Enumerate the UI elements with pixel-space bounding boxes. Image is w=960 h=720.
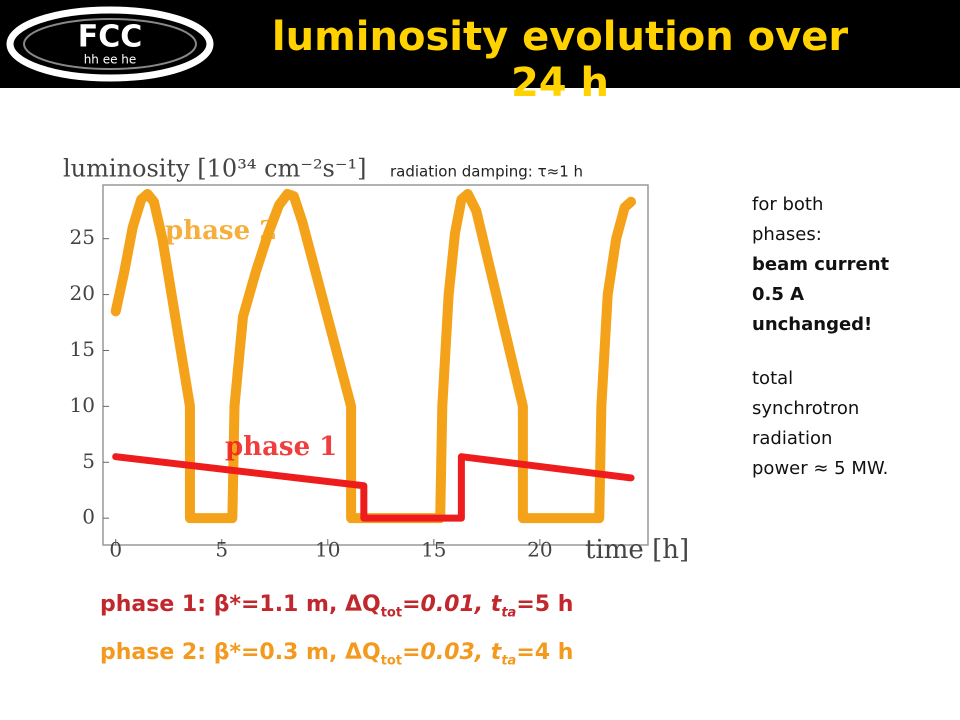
x-axis-label: time [h] <box>585 535 689 565</box>
caption-part: β*=0.3 m, ΔQ <box>213 640 381 665</box>
logo-ring <box>23 18 197 70</box>
note-line: phases: <box>752 224 822 245</box>
note-line: beam current <box>752 254 890 275</box>
logo-sub: hh ee he <box>84 53 137 67</box>
y-tick-label: 5 <box>82 449 95 473</box>
annotation: radiation damping: τ≈1 h <box>390 163 583 181</box>
x-tick-label: 20 <box>527 538 552 562</box>
y-tick-label: 20 <box>70 281 95 305</box>
side-note: for both phases: beam current 0.5 A unchange… <box>752 190 889 484</box>
caption-part: phase 2: <box>100 640 214 665</box>
note-line: radiation <box>752 428 833 449</box>
caption-part: β*=1.1 m, ΔQ <box>213 592 381 617</box>
x-tick-label: 15 <box>421 538 446 562</box>
x-tick-label: 5 <box>215 538 228 562</box>
x-tick-label: 0 <box>109 538 122 562</box>
y-tick-label: 10 <box>70 393 95 417</box>
header-bar: FCC hh ee he luminosity evolution over 2… <box>0 0 960 106</box>
note-line: total <box>752 368 794 389</box>
y-tick-label: 0 <box>82 505 95 529</box>
caption: phase 1: β*=1.1 m, ΔQtot=0.01, tta=5 h <box>100 592 573 620</box>
y-tick-label: 25 <box>70 225 95 249</box>
series-label: phase 1 <box>225 432 337 462</box>
caption-part: tot <box>380 605 403 621</box>
caption-part: ta <box>501 605 517 621</box>
line-series <box>110 188 637 524</box>
chart: 0 5 10 15 20 25 0 5 10 15 20 luminosity [10³⁴ cm⁻²s… <box>63 155 689 566</box>
caption-part: phase 1: <box>100 592 214 617</box>
line-series <box>112 453 635 522</box>
caption-part: =4 h <box>516 640 574 665</box>
plot-frame <box>102 184 649 546</box>
note-line: for both <box>752 194 824 215</box>
note-line: unchanged! <box>752 314 873 335</box>
logo-ring <box>6 6 214 82</box>
x-tick-label: 10 <box>315 538 340 562</box>
logo: FCC hh ee he <box>6 6 214 82</box>
caption-part: =5 h <box>516 592 574 617</box>
note-line: 0.5 A <box>752 284 805 305</box>
caption-part: =0.01, t <box>402 592 502 617</box>
logo-text: FCC <box>78 20 143 55</box>
caption: phase 2: β*=0.3 m, ΔQtot=0.03, tta=4 h <box>100 640 573 668</box>
series-label: phase 2 <box>165 216 277 246</box>
y-axis-label: luminosity [10³⁴ cm⁻²s⁻¹] <box>63 155 367 183</box>
caption-part: =0.03, t <box>402 640 502 665</box>
caption-part: tot <box>380 653 403 669</box>
note-line: synchrotron <box>752 398 860 419</box>
note-line: power ≈ 5 MW. <box>752 458 889 479</box>
caption-part: ta <box>501 653 517 669</box>
title: luminosity evolution over 24 h <box>271 14 849 106</box>
y-tick-label: 15 <box>70 337 95 361</box>
